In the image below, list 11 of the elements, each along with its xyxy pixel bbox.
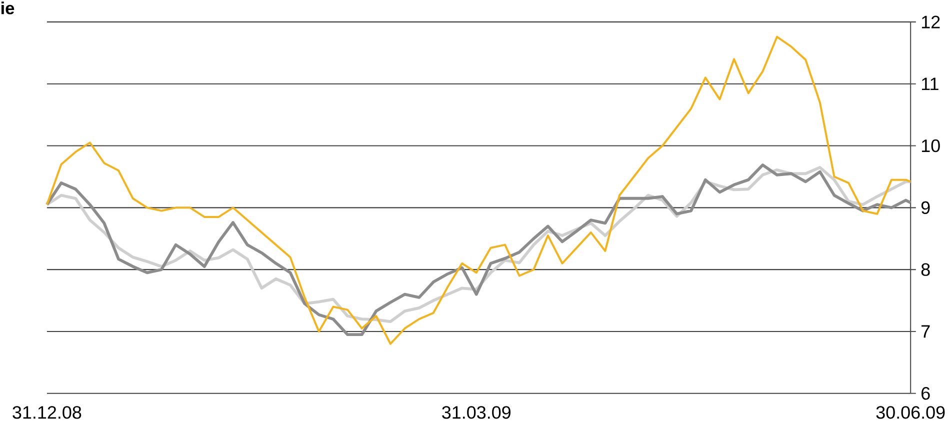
y-tick-label: 6 — [922, 386, 930, 400]
y-tick-label: 9 — [921, 201, 930, 214]
x-tick-label: 30.06.09 — [876, 406, 945, 419]
y-tick-label: 10 — [922, 139, 940, 152]
y-tick-label: 12 — [922, 16, 940, 28]
y-tick-label: 11 — [922, 78, 938, 90]
x-tick-label: 31.03.09 — [442, 406, 510, 419]
y-tick-label: 7 — [922, 325, 930, 338]
x-tick-label: 31.12.08 — [12, 406, 82, 419]
chart-title: ie — [1, 1, 14, 14]
y-tick-label: 8 — [921, 263, 930, 276]
